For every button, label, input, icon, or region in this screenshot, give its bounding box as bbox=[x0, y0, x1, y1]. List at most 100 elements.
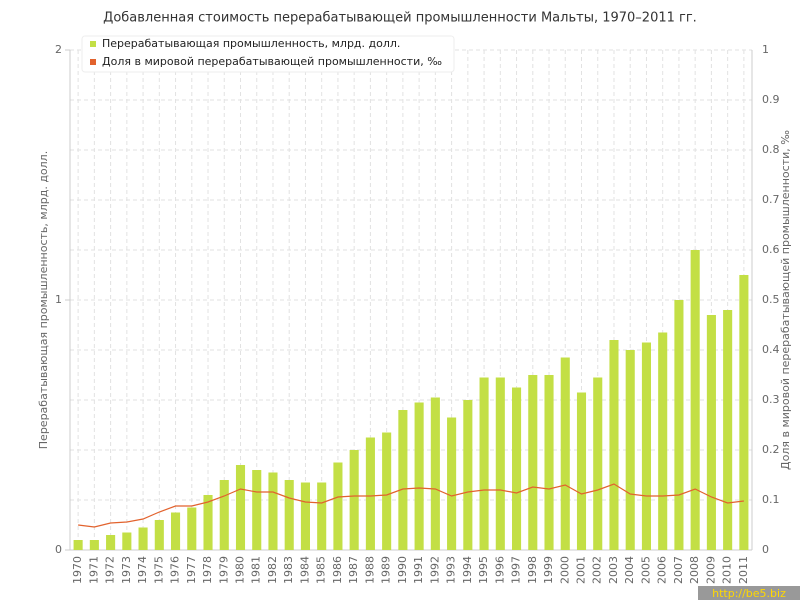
bar bbox=[625, 350, 635, 550]
bar bbox=[447, 417, 457, 550]
x-tick-label: 2003 bbox=[607, 556, 620, 584]
x-tick-label: 1992 bbox=[428, 556, 441, 584]
legend-box bbox=[81, 35, 455, 73]
x-tick-label: 1989 bbox=[380, 556, 393, 584]
bar bbox=[576, 392, 587, 550]
bar bbox=[382, 432, 392, 550]
x-tick-label: 1983 bbox=[282, 556, 295, 584]
bar bbox=[706, 315, 716, 550]
bar bbox=[268, 472, 278, 550]
x-tick-label: 1980 bbox=[234, 556, 247, 584]
bar bbox=[544, 375, 554, 550]
legend: Перерабатывающая промышленность, млрд. д… bbox=[81, 35, 455, 73]
y2-tick-label: 0.3 bbox=[762, 393, 780, 406]
bar bbox=[235, 465, 246, 550]
y2-tick-label: 0 bbox=[762, 543, 769, 556]
bar bbox=[528, 375, 538, 550]
bar bbox=[203, 495, 213, 550]
x-tick-label: 2000 bbox=[558, 556, 571, 584]
x-tick-label: 1984 bbox=[298, 556, 311, 584]
y-tick-label: 2 bbox=[55, 43, 62, 56]
x-tick-label: 2001 bbox=[575, 556, 588, 584]
bar bbox=[658, 332, 668, 550]
watermark: http://be5.biz bbox=[712, 587, 786, 600]
bar bbox=[219, 480, 229, 550]
x-tick-label: 1996 bbox=[493, 556, 506, 584]
y2-tick-label: 0.5 bbox=[762, 293, 780, 306]
bar bbox=[398, 410, 408, 550]
bar bbox=[252, 470, 262, 550]
x-tick-label: 1982 bbox=[266, 556, 279, 584]
x-tick-label: 1972 bbox=[104, 556, 117, 584]
legend-label: Доля в мировой перерабатывающей промышле… bbox=[102, 55, 442, 68]
bar bbox=[463, 400, 473, 550]
line bbox=[78, 483, 744, 528]
x-tick-label: 1990 bbox=[396, 556, 409, 584]
bar bbox=[593, 377, 603, 550]
bar bbox=[674, 300, 684, 550]
legend-label: Перерабатывающая промышленность, млрд. д… bbox=[102, 37, 400, 50]
y-tick-label: 0 bbox=[55, 543, 62, 556]
x-tick-label: 1973 bbox=[120, 556, 133, 584]
bar bbox=[609, 340, 619, 550]
y2-tick-label: 0.9 bbox=[762, 93, 780, 106]
x-tick-label: 2005 bbox=[639, 556, 652, 584]
bar bbox=[560, 357, 570, 550]
chart-title: Добавленная стоимость перерабатывающей п… bbox=[103, 11, 697, 26]
x-tick-label: 1974 bbox=[136, 556, 149, 584]
x-tick-label: 1970 bbox=[71, 556, 84, 584]
bar bbox=[690, 250, 700, 550]
watermark-bg bbox=[698, 586, 800, 600]
x-tick-label: 1986 bbox=[331, 556, 344, 584]
y2-tick-label: 0.2 bbox=[762, 443, 780, 456]
bar bbox=[187, 507, 197, 550]
bar bbox=[122, 532, 132, 550]
x-tick-label: 1995 bbox=[477, 556, 490, 584]
bar bbox=[641, 342, 651, 550]
plot-area: 0 0.1 0.2 0.3 0.4 0.5 0.6 0.7 0.8 0.9 1 0 1 2 1970 1971… bbox=[55, 43, 780, 584]
x-tick-label: 2010 bbox=[721, 556, 734, 584]
x-tick-label: 1978 bbox=[201, 556, 214, 584]
bar bbox=[414, 402, 424, 550]
bar bbox=[171, 512, 181, 550]
x-tick-label: 2004 bbox=[623, 556, 636, 584]
x-tick-label: 2011 bbox=[737, 556, 750, 584]
y2-tick-label: 0.4 bbox=[762, 343, 780, 356]
x-tick-label: 1997 bbox=[510, 556, 523, 584]
bar bbox=[89, 540, 99, 550]
bar bbox=[430, 397, 440, 550]
bar bbox=[495, 377, 505, 550]
y2-tick-label: 1 bbox=[762, 43, 769, 56]
x-tick-label: 1979 bbox=[217, 556, 230, 584]
bar bbox=[317, 482, 327, 550]
bar bbox=[106, 535, 116, 550]
x-tick-label: 1976 bbox=[169, 556, 182, 584]
x-tick-label: 1994 bbox=[461, 556, 474, 584]
y2-tick-label: 0.6 bbox=[762, 243, 780, 256]
x-tick-label: 2009 bbox=[704, 556, 717, 584]
x-tick-label: 1998 bbox=[526, 556, 539, 584]
bar bbox=[349, 450, 359, 550]
bar bbox=[73, 540, 83, 550]
x-tick-label: 1985 bbox=[315, 556, 328, 584]
y2-tick-label: 0.1 bbox=[762, 493, 780, 506]
bar bbox=[365, 437, 375, 550]
y-tick-label: 1 bbox=[55, 293, 62, 306]
x-tick-label: 1993 bbox=[445, 556, 458, 584]
x-tick-label: 1975 bbox=[152, 556, 165, 584]
bar bbox=[333, 462, 343, 550]
y-axis-title: Перерабатывающая промышленность, млрд. д… bbox=[37, 151, 50, 449]
y2-axis-title: Доля в мировой перерабатывающей промышле… bbox=[779, 130, 792, 470]
x-tick-label: 1987 bbox=[347, 556, 360, 584]
x-tick-label: 1999 bbox=[542, 556, 555, 584]
x-tick-label: 2006 bbox=[656, 556, 669, 584]
bar bbox=[479, 377, 489, 550]
x-tick-label: 1991 bbox=[412, 556, 425, 584]
x-tick-label: 2008 bbox=[688, 556, 701, 584]
bar bbox=[284, 480, 294, 550]
bar bbox=[138, 527, 148, 550]
x-tick-label: 1977 bbox=[185, 556, 198, 584]
legend-swatch bbox=[90, 41, 96, 47]
bar bbox=[739, 275, 749, 550]
